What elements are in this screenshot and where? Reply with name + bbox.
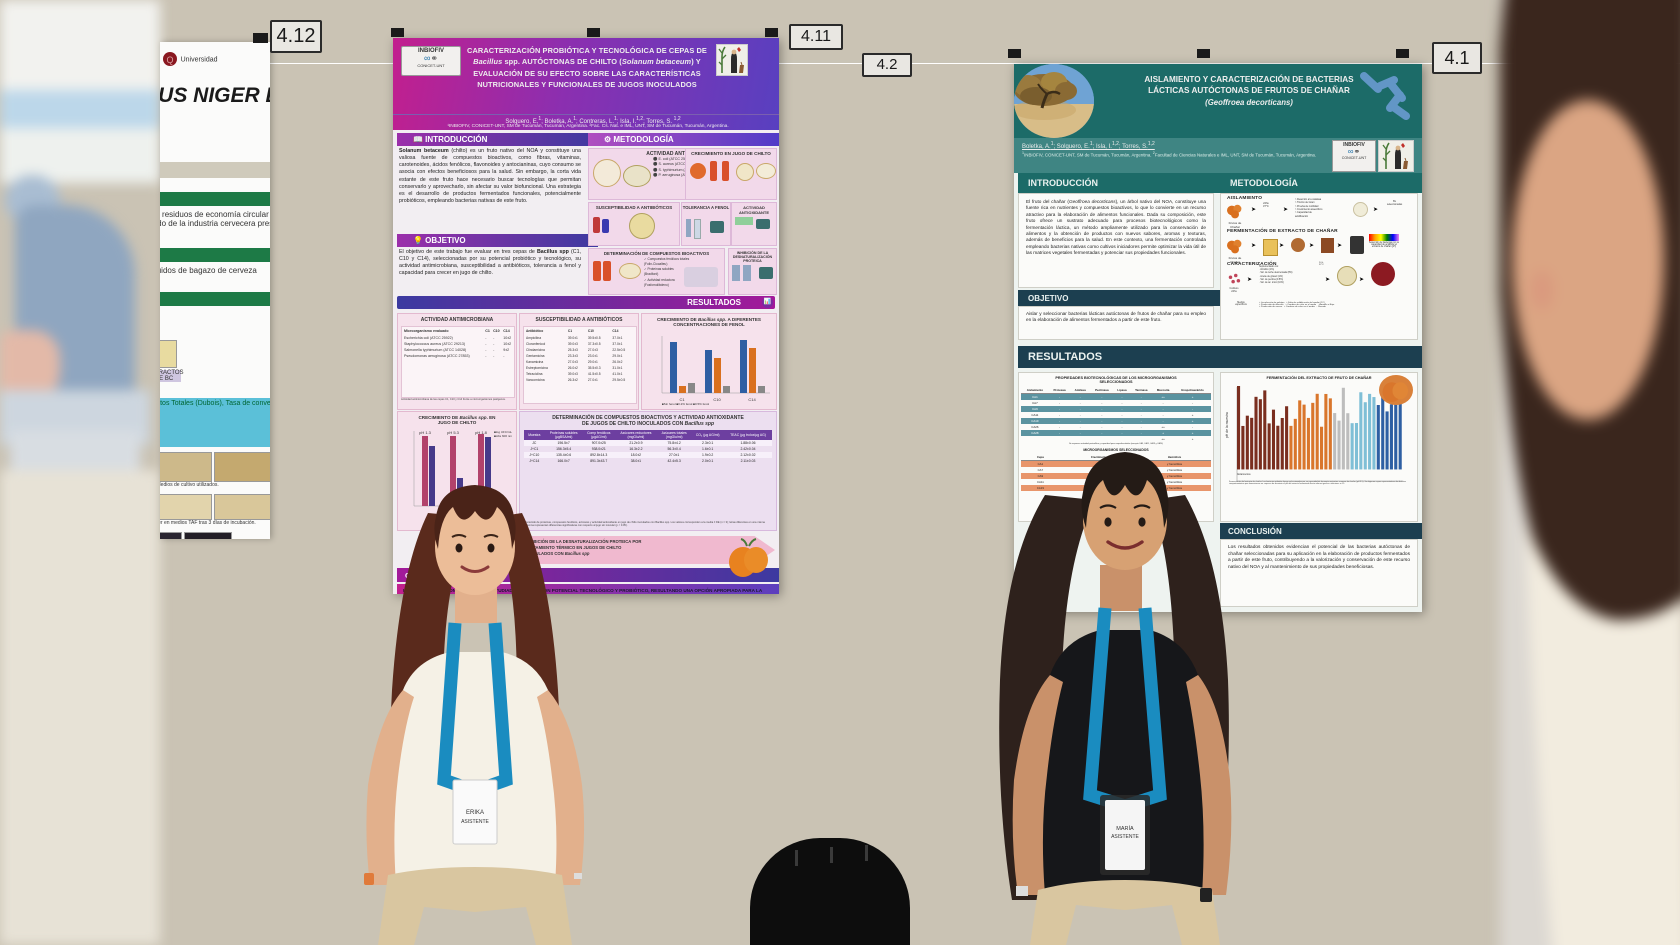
svg-text:ASISTENTE: ASISTENTE [461,819,489,825]
svg-text:ASISTENTE: ASISTENTE [1111,834,1139,840]
svg-text:pH 1.8: pH 1.8 [475,430,488,435]
svg-text:ERIKA: ERIKA [466,810,484,816]
svg-text:C10: C10 [713,397,721,402]
svg-text:pH 5.3: pH 5.3 [447,430,460,435]
svg-text:MARÍA: MARÍA [1116,825,1134,832]
svg-text:pH 1.3: pH 1.3 [419,430,432,435]
svg-text:Q: Q [166,55,173,65]
svg-text:C14: C14 [748,397,756,402]
